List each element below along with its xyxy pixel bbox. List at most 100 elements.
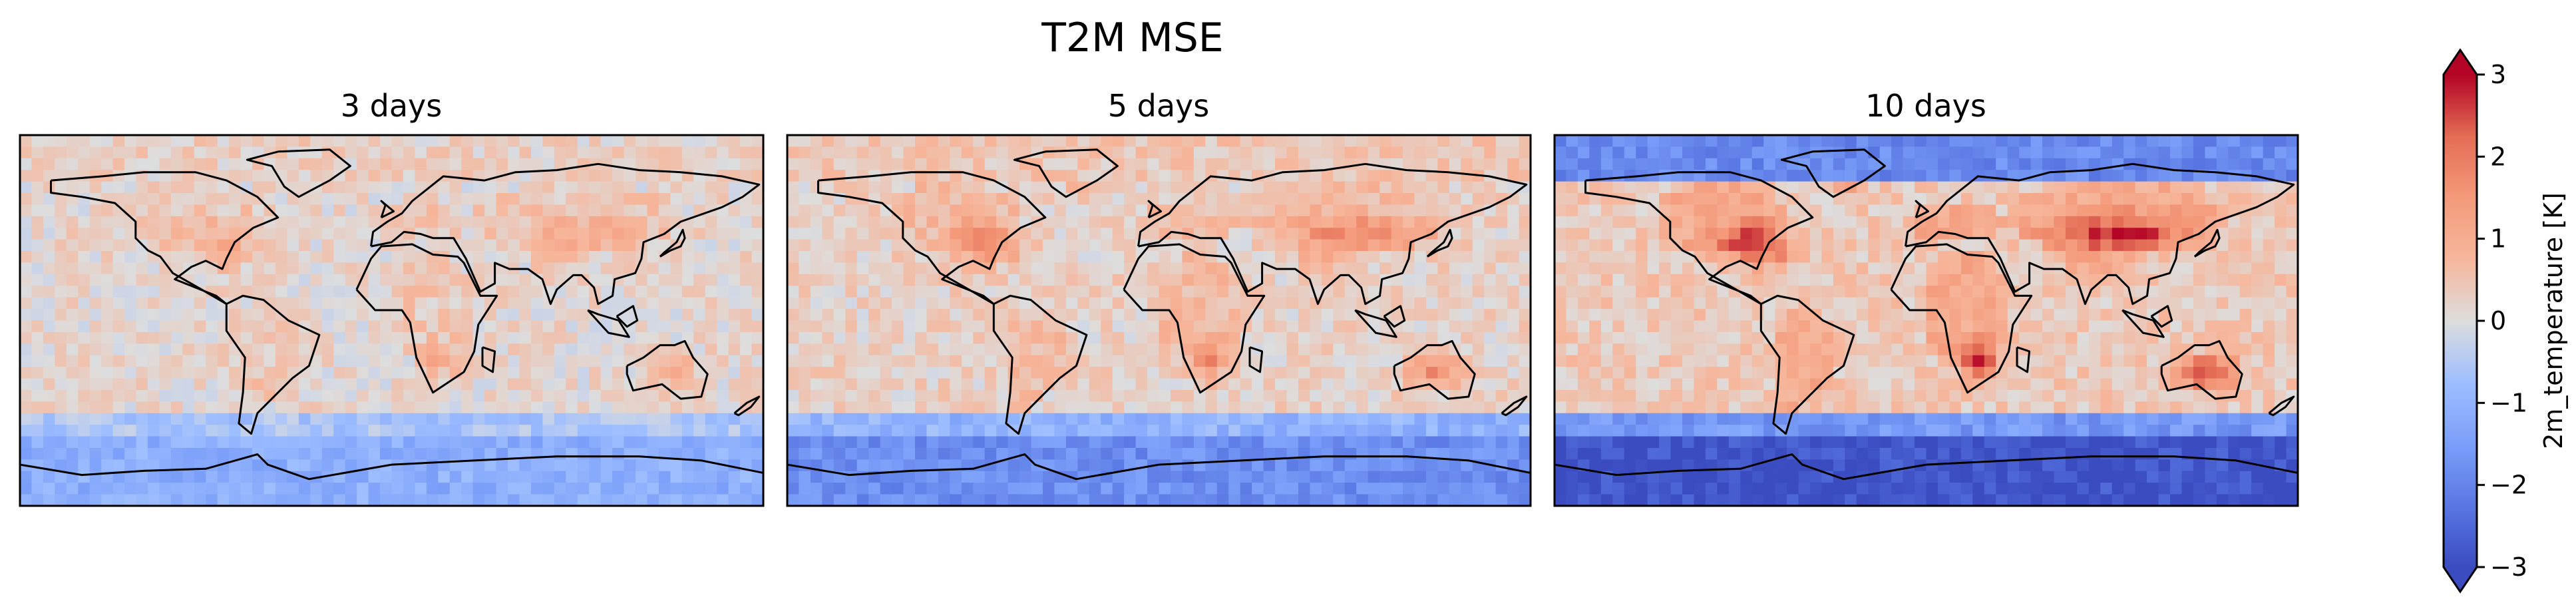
heatmap-cell [1008, 343, 1020, 356]
heatmap-cell [856, 262, 869, 275]
heatmap-cell [1216, 378, 1229, 391]
heatmap-cell [542, 401, 555, 414]
heatmap-cell [101, 320, 114, 333]
heatmap-cell [206, 483, 218, 495]
heatmap-cell [612, 378, 625, 391]
heatmap-cell [705, 494, 717, 506]
heatmap-cell [2147, 146, 2159, 159]
heatmap-cell [368, 204, 381, 217]
heatmap-cell [740, 471, 753, 483]
heatmap-cell [55, 239, 67, 252]
heatmap-cell [1461, 355, 1473, 367]
heatmap-cell [1717, 135, 1730, 148]
heatmap-cell [1089, 343, 1101, 356]
heatmap-cell [833, 331, 846, 344]
heatmap-cell [740, 158, 753, 170]
heatmap-cell [600, 425, 613, 437]
heatmap-cell [78, 483, 91, 495]
heatmap-cell [810, 389, 823, 402]
heatmap-cell [1333, 170, 1346, 182]
heatmap-cell [903, 135, 916, 148]
heatmap-cell [833, 425, 846, 437]
heatmap-cell [1321, 274, 1334, 286]
heatmap-cell [124, 389, 137, 402]
heatmap-cell [1147, 309, 1160, 321]
heatmap-cell [1286, 286, 1299, 298]
heatmap-cell [1937, 262, 1950, 275]
heatmap-cell [1077, 204, 1090, 217]
heatmap-cell [903, 216, 916, 228]
heatmap-cell [822, 216, 834, 228]
heatmap-cell [2251, 146, 2264, 159]
heatmap-cell [950, 251, 962, 264]
heatmap-cell [1124, 251, 1137, 264]
heatmap-cell [449, 181, 462, 194]
heatmap-cell [833, 378, 846, 391]
heatmap-cell [1263, 146, 1276, 159]
heatmap-cell [693, 170, 706, 182]
heatmap-cell [1101, 262, 1113, 275]
heatmap-cell [1019, 239, 1032, 252]
heatmap-cell [2100, 135, 2113, 148]
heatmap-cell [310, 274, 323, 286]
heatmap-cell [2228, 170, 2241, 182]
heatmap-cell [728, 413, 741, 425]
heatmap-cell [938, 228, 950, 240]
heatmap-cell [345, 355, 357, 367]
heatmap-cell [914, 367, 928, 379]
heatmap-cell [298, 170, 311, 182]
heatmap-cell [810, 146, 823, 159]
heatmap-cell [449, 413, 462, 425]
heatmap-cell [1380, 146, 1392, 159]
heatmap-cell [287, 251, 299, 264]
heatmap-cell [391, 274, 404, 286]
heatmap-cell [1495, 413, 1508, 425]
heatmap-cell [1636, 274, 1648, 286]
heatmap-cell [1228, 389, 1241, 402]
heatmap-cell [600, 251, 613, 264]
heatmap-cell [856, 228, 869, 240]
heatmap-cell [880, 216, 892, 228]
heatmap-cell [415, 239, 427, 252]
heatmap-cell [1798, 251, 1811, 264]
heatmap-cell [2077, 251, 2090, 264]
heatmap-cell [391, 170, 404, 182]
heatmap-cell [1263, 447, 1276, 460]
heatmap-cell [519, 204, 532, 217]
heatmap-cell [1555, 239, 1567, 252]
heatmap-cell [321, 170, 334, 182]
heatmap-cell [426, 286, 439, 298]
heatmap-cell [1368, 274, 1380, 286]
heatmap-cell [1449, 401, 1461, 414]
heatmap-cell [112, 309, 125, 321]
heatmap-cell [136, 320, 148, 333]
heatmap-cell [1519, 239, 1531, 252]
heatmap-cell [1787, 228, 1799, 240]
heatmap-cell [833, 216, 846, 228]
heatmap-cell [1519, 228, 1531, 240]
heatmap-cell [1694, 158, 1706, 170]
heatmap-cell [2088, 170, 2101, 182]
heatmap-cell [1868, 170, 1881, 182]
heatmap-cell [1519, 251, 1531, 264]
heatmap-cell [2135, 146, 2147, 159]
heatmap-cell [1286, 309, 1299, 321]
heatmap-cell [217, 413, 230, 425]
heatmap-cell [252, 204, 265, 217]
heatmap-cell [2042, 135, 2055, 148]
heatmap-cell [1252, 494, 1264, 506]
heatmap-cell [1555, 274, 1567, 286]
heatmap-cell [403, 436, 415, 449]
heatmap-cell [2181, 135, 2194, 148]
heatmap-cell [681, 286, 694, 298]
heatmap-cell [636, 309, 648, 321]
heatmap-cell [1717, 193, 1730, 206]
heatmap-cell [1286, 158, 1299, 170]
heatmap-cell [124, 158, 137, 170]
heatmap-cell [321, 158, 334, 170]
heatmap-cell [519, 274, 532, 286]
heatmap-cell [1275, 413, 1288, 425]
heatmap-cell [984, 425, 997, 437]
heatmap-cell [1298, 343, 1310, 356]
heatmap-cell [1310, 135, 1322, 148]
